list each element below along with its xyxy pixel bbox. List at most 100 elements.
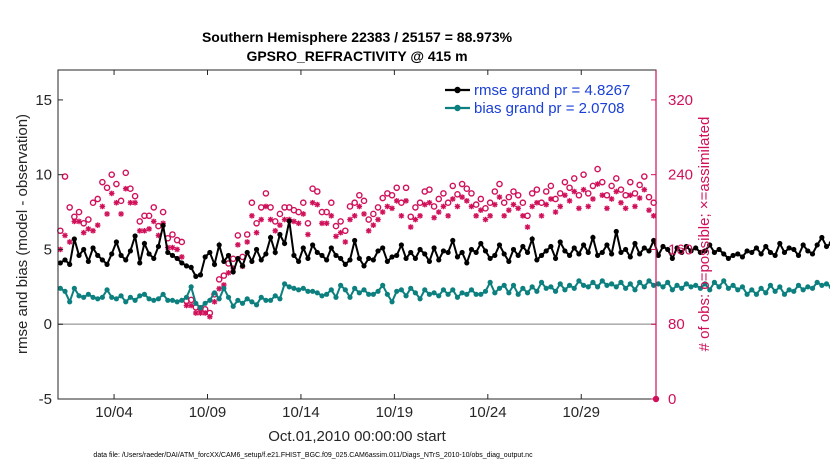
- rmse-point: [711, 249, 717, 256]
- rmse-point: [211, 261, 218, 268]
- rmse-point: [328, 245, 334, 251]
- x-tick-label: 10/19: [376, 404, 414, 421]
- legend-bias-label: bias grand pr = 2.0708: [474, 100, 625, 117]
- bias-point: [403, 293, 409, 299]
- axes-frame: [57, 69, 657, 400]
- rmse-point: [113, 239, 119, 245]
- bias-point: [253, 302, 260, 308]
- obs-possible-point: [496, 180, 503, 188]
- bias-point: [492, 290, 498, 296]
- obs-assimilated-point: [459, 194, 465, 200]
- obs-assimilated-point: [520, 213, 526, 219]
- rmse-point: [375, 248, 381, 254]
- obs-possible-point: [285, 204, 293, 211]
- bias-point: [613, 284, 619, 290]
- rmse-point: [67, 261, 73, 268]
- bias-point: [249, 299, 255, 305]
- obs-possible-point: [388, 191, 396, 199]
- rmse-point: [524, 249, 531, 256]
- bias-point: [529, 284, 535, 290]
- x-tick-label: 10/09: [189, 404, 227, 421]
- bias-point: [422, 287, 428, 293]
- rmse-point: [188, 264, 194, 270]
- obs-possible-point: [589, 182, 597, 190]
- obs-possible-point: [561, 178, 569, 186]
- obs-assimilated-point: [328, 213, 335, 219]
- rmse-point: [641, 245, 647, 251]
- rmse-point: [506, 258, 512, 265]
- bias-point: [356, 290, 362, 296]
- bias-point: [314, 290, 320, 296]
- rmse-point: [702, 248, 708, 254]
- obs-assimilated-point: [90, 227, 96, 234]
- bias-point: [805, 284, 811, 290]
- rmse-point: [604, 242, 610, 248]
- bias-point: [767, 282, 774, 288]
- obs-assimilated-point: [641, 186, 648, 193]
- bias-point: [725, 285, 732, 291]
- bias-point: [777, 284, 783, 290]
- y-right-tick-label: 240: [668, 167, 693, 184]
- obs-assimilated-point: [263, 203, 269, 210]
- bias-point: [618, 279, 624, 285]
- y-left-tick-label: 10: [35, 167, 52, 184]
- y-axis-left-label: rmse and bias (model - observation): [14, 114, 31, 354]
- rmse-point: [361, 263, 367, 269]
- obs-possible-point: [393, 184, 401, 192]
- rmse-point: [552, 255, 559, 262]
- obs-assimilated-point: [127, 199, 134, 206]
- obs-possible-point: [262, 190, 270, 197]
- rmse-point: [296, 258, 302, 265]
- rmse-point: [235, 255, 241, 262]
- y-axis-right-label: # of obs: o=possible; ×=assimilated: [696, 117, 713, 352]
- rmse-point: [267, 234, 274, 241]
- rmse-point: [627, 254, 633, 260]
- bias-point: [380, 282, 386, 288]
- bias-point: [57, 285, 63, 291]
- rmse-point: [791, 246, 797, 253]
- obs-assimilated-point: [108, 190, 115, 197]
- obs-assimilated-point: [347, 216, 353, 223]
- bias-point: [193, 300, 199, 306]
- obs-assimilated-point: [585, 203, 592, 210]
- bias-point: [739, 284, 746, 290]
- obs-possible-point: [66, 204, 73, 211]
- bias-point: [800, 287, 806, 293]
- rmse-point: [71, 236, 77, 242]
- bias-point: [375, 288, 381, 294]
- rmse-point: [422, 251, 428, 257]
- bias-point: [338, 282, 344, 288]
- bias-point: [263, 297, 269, 303]
- rmse-point: [426, 258, 433, 265]
- rmse-point: [795, 252, 802, 259]
- obs-possible-point: [360, 197, 368, 205]
- rmse-point: [758, 251, 764, 257]
- bias-point: [211, 290, 218, 296]
- rmse-point: [253, 246, 260, 253]
- obs-assimilated-point: [618, 199, 624, 206]
- bias-point: [749, 287, 755, 293]
- obs-possible-point: [150, 204, 158, 211]
- rmse-point: [118, 252, 124, 259]
- obs-possible-point: [556, 190, 564, 197]
- bias-point: [408, 285, 414, 291]
- rmse-point: [580, 242, 587, 248]
- obs-possible-point: [108, 171, 116, 178]
- rmse-point: [515, 252, 521, 259]
- obs-possible-point: [337, 218, 344, 225]
- bias-point: [436, 293, 442, 299]
- rmse-point: [183, 263, 190, 269]
- rmse-point: [305, 255, 311, 262]
- obs-possible-point: [416, 199, 424, 207]
- bias-point: [319, 293, 325, 299]
- bias-point: [809, 285, 816, 291]
- obs-assimilated-point: [66, 239, 73, 245]
- obs-assimilated-point: [426, 199, 433, 206]
- bias-point: [524, 290, 531, 296]
- rmse-point: [104, 261, 110, 268]
- obs-assimilated-point: [314, 201, 321, 208]
- bias-line: [59, 279, 830, 310]
- rmse-point: [613, 228, 619, 235]
- obs-possible-point: [500, 199, 508, 207]
- obs-assimilated-point: [150, 218, 157, 225]
